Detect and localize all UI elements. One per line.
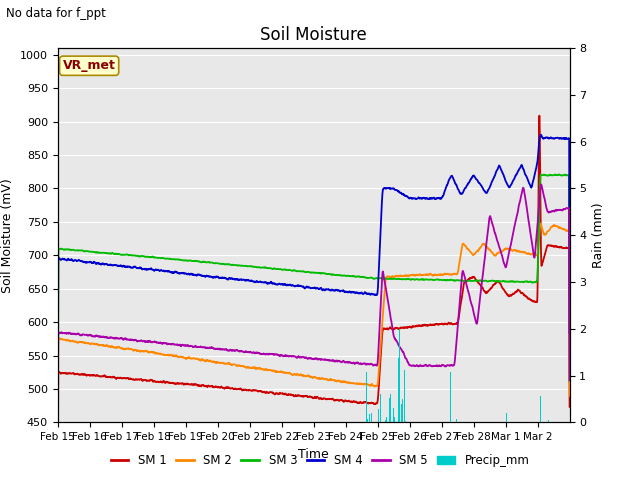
- Text: No data for f_ppt: No data for f_ppt: [6, 7, 106, 20]
- Y-axis label: Rain (mm): Rain (mm): [592, 203, 605, 268]
- Legend: SM 1, SM 2, SM 3, SM 4, SM 5, Precip_mm: SM 1, SM 2, SM 3, SM 4, SM 5, Precip_mm: [106, 449, 534, 472]
- Title: Soil Moisture: Soil Moisture: [260, 25, 367, 44]
- X-axis label: Time: Time: [298, 448, 329, 461]
- Y-axis label: Soil Moisture (mV): Soil Moisture (mV): [1, 178, 14, 293]
- Text: VR_met: VR_met: [63, 59, 116, 72]
